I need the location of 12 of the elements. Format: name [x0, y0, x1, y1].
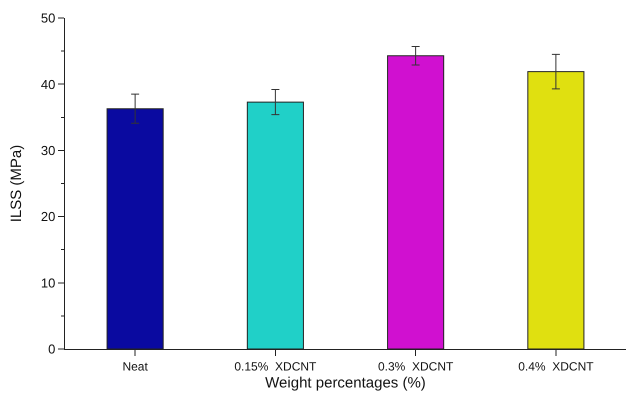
y-tick-label: 0 — [48, 342, 56, 357]
x-axis-title: Weight percentages (%) — [265, 374, 426, 392]
x-tick-label: 0.4% XDCNT — [518, 359, 594, 374]
y-tick-label: 30 — [40, 142, 56, 158]
y-tick-label: 20 — [40, 209, 56, 224]
y-tick-label: 40 — [40, 76, 56, 92]
y-tick-label: 50 — [40, 10, 56, 26]
x-tick-label: Neat — [122, 359, 148, 374]
x-tick-label: 0.15% XDCNT — [234, 359, 318, 374]
y-axis-title: ILSS (MPa) — [8, 144, 26, 222]
x-tick-label: 0.3% XDCNT — [378, 359, 454, 374]
y-tick-label: 10 — [40, 275, 56, 290]
